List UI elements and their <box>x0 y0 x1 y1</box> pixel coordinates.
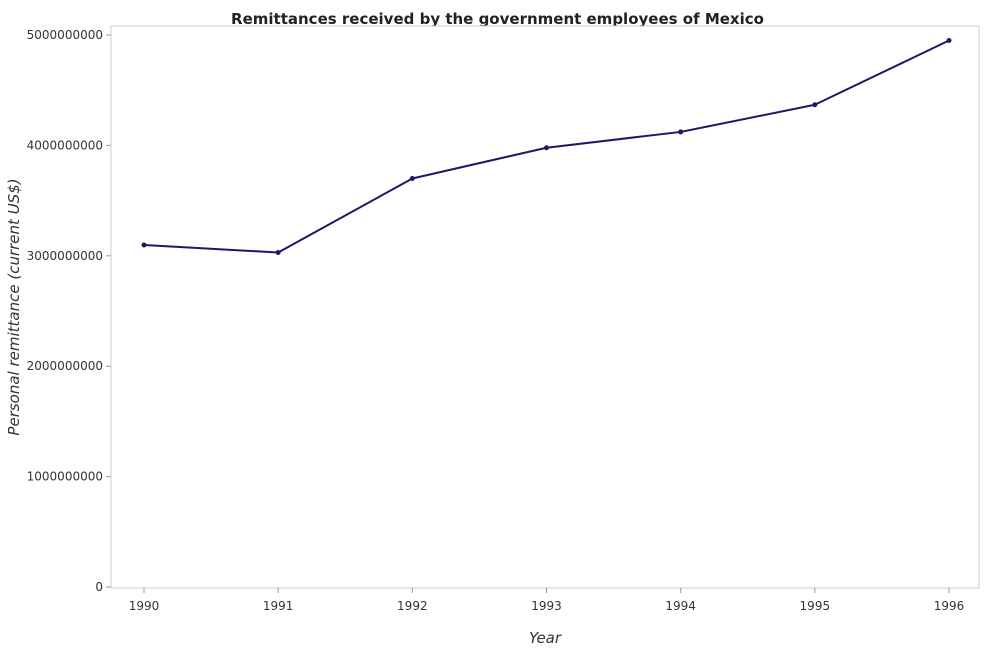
y-tick-label: 5000000000 <box>27 28 103 42</box>
x-axis-label: Year <box>529 629 562 647</box>
x-tick-label: 1993 <box>531 599 562 613</box>
chart-title: Remittances received by the government e… <box>231 10 764 28</box>
y-tick-label: 3000000000 <box>27 249 103 263</box>
data-point <box>275 249 281 255</box>
x-tick-label: 1995 <box>800 599 831 613</box>
x-tick-label: 1990 <box>129 599 160 613</box>
y-tick-label: 2000000000 <box>27 359 103 373</box>
x-tick-label: 1994 <box>665 599 696 613</box>
y-tick-label: 1000000000 <box>27 470 103 484</box>
y-axis: 0 1000000000 2000000000 3000000000 400000000… <box>27 28 111 594</box>
data-point <box>812 102 818 108</box>
x-tick-label: 1992 <box>397 599 428 613</box>
y-tick-label: 4000000000 <box>27 138 103 152</box>
x-tick-label: 1991 <box>263 599 294 613</box>
data-point <box>678 129 684 135</box>
data-point <box>409 176 415 182</box>
data-point <box>141 242 147 248</box>
x-tick-label: 1996 <box>934 599 965 613</box>
plot-frame <box>110 25 980 589</box>
data-point <box>946 38 952 44</box>
series-layer <box>141 38 952 255</box>
data-point <box>544 145 549 151</box>
x-axis: 1990 1991 1992 1993 1994 1995 1996 <box>129 588 965 613</box>
y-axis-label: Personal remittance (current US$) <box>5 178 23 435</box>
y-tick-label: 0 <box>95 580 103 594</box>
